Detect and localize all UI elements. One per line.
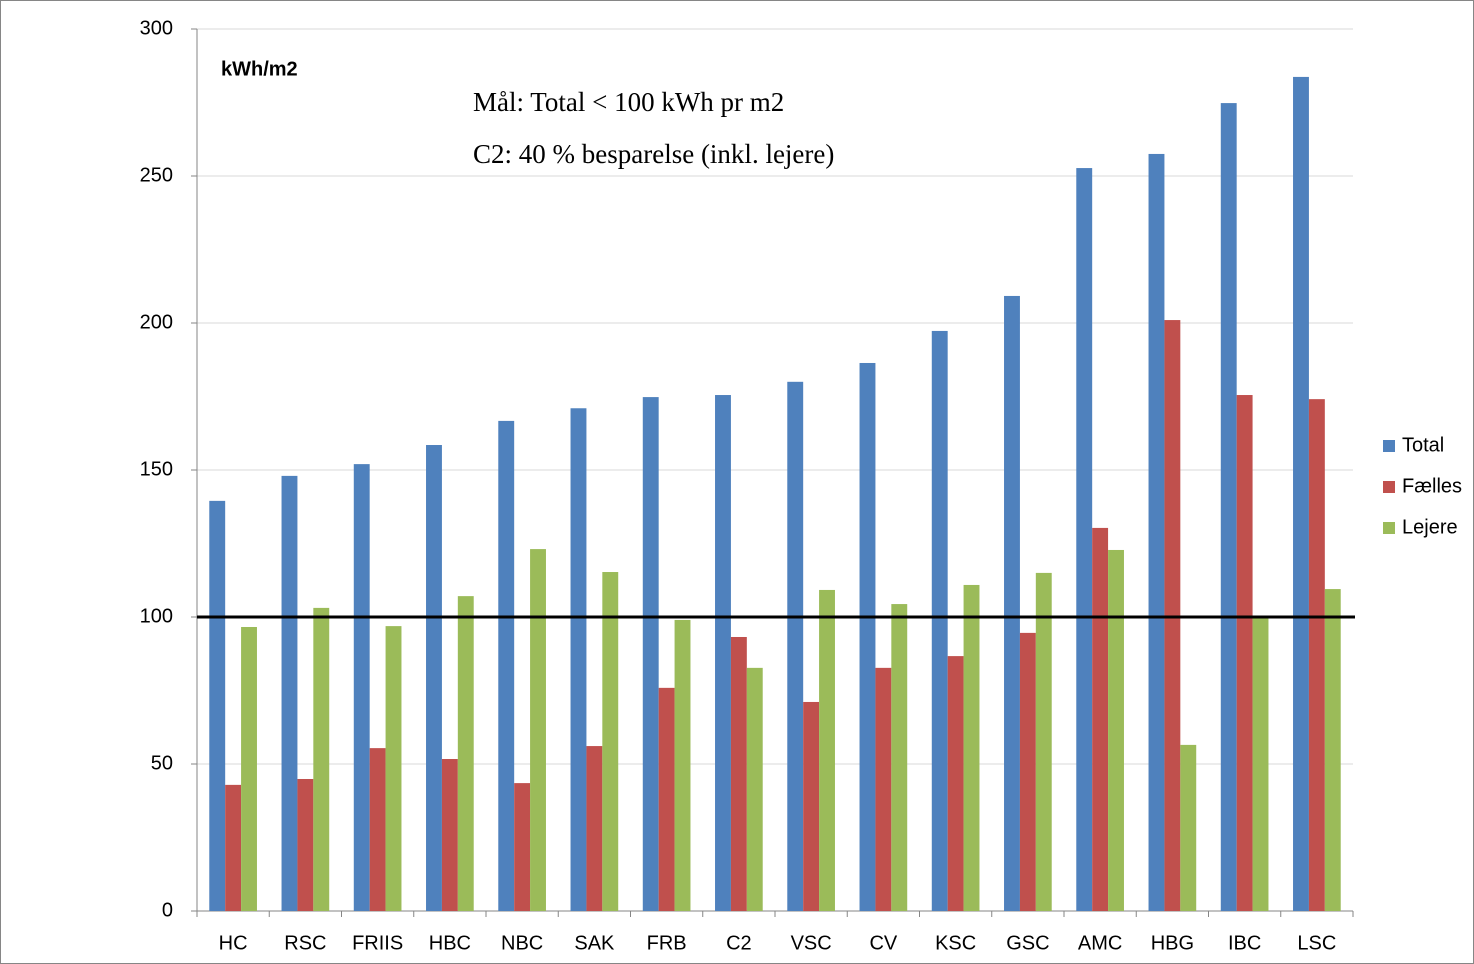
bar	[297, 778, 314, 911]
x-tick-label: CV	[869, 932, 897, 954]
x-tick-label: HC	[219, 932, 248, 954]
annotation: Mål: Total < 100 kWh pr m2	[473, 87, 784, 117]
bar	[514, 783, 531, 911]
bar	[369, 748, 386, 911]
bar	[1220, 103, 1237, 911]
legend-swatch	[1383, 440, 1395, 452]
bar	[931, 330, 948, 911]
y-tick-label: 100	[140, 605, 173, 627]
bar	[803, 701, 820, 911]
bar	[715, 395, 731, 911]
bar	[859, 362, 876, 911]
bar	[1293, 76, 1309, 911]
x-tick-label: AMC	[1078, 932, 1122, 954]
bar	[1180, 744, 1197, 911]
bar	[1004, 295, 1020, 911]
y-tick-label: 300	[140, 17, 173, 39]
legend-label: Total	[1402, 434, 1444, 456]
y-tick-label: 150	[140, 458, 173, 480]
x-tick-label: LSC	[1297, 932, 1336, 954]
bar	[209, 500, 226, 911]
bar	[313, 607, 330, 911]
x-tick-label: VSC	[791, 932, 832, 954]
bar	[241, 626, 257, 911]
bar	[658, 687, 675, 911]
bar	[353, 464, 370, 911]
bar	[819, 589, 835, 911]
bar	[498, 420, 515, 911]
bar	[426, 445, 442, 911]
bar	[1308, 399, 1325, 911]
legend-label: Fælles	[1402, 475, 1462, 497]
bar	[1108, 549, 1124, 911]
bar	[947, 656, 964, 911]
y-tick-label: 200	[140, 311, 173, 333]
y-tick-label: 0	[162, 899, 173, 921]
bar	[674, 619, 691, 911]
x-tick-label: IBC	[1228, 932, 1261, 954]
y-tick-label: 250	[140, 164, 173, 186]
bar	[1076, 168, 1093, 911]
x-tick-label: HBC	[429, 932, 471, 954]
bar	[385, 626, 402, 911]
bar	[1236, 395, 1253, 911]
bar	[586, 746, 603, 911]
bar	[787, 381, 804, 911]
legend-swatch	[1383, 481, 1395, 493]
bar	[642, 397, 659, 911]
x-tick-label: RSC	[284, 932, 326, 954]
x-tick-label: FRB	[647, 932, 687, 954]
x-tick-label: SAK	[574, 932, 615, 954]
legend-swatch	[1383, 522, 1395, 534]
x-tick-label: KSC	[935, 932, 976, 954]
bar	[891, 604, 908, 911]
bar	[570, 408, 587, 911]
legend-label: Lejere	[1402, 516, 1458, 538]
bar	[281, 475, 298, 911]
x-tick-label: HBG	[1151, 932, 1194, 954]
x-tick-label: C2	[726, 932, 752, 954]
bar	[1019, 632, 1036, 911]
unit-label: kWh/m2	[221, 58, 298, 80]
x-tick-label: FRIIS	[352, 932, 403, 954]
bar	[1092, 527, 1109, 911]
bar	[530, 549, 546, 911]
bar	[602, 572, 619, 911]
y-tick-label: 50	[151, 752, 173, 774]
bar	[1324, 589, 1341, 911]
x-tick-label: GSC	[1006, 932, 1049, 954]
bar	[441, 759, 458, 911]
x-tick-label: NBC	[501, 932, 543, 954]
bar	[875, 667, 892, 911]
bar	[457, 596, 474, 911]
bar	[1148, 153, 1165, 911]
bar	[1252, 617, 1269, 911]
bar	[963, 584, 980, 911]
bar	[1035, 572, 1052, 911]
bar	[746, 667, 763, 911]
bar	[225, 784, 242, 911]
annotation: C2: 40 % besparelse (inkl. lejere)	[473, 139, 834, 169]
bar	[730, 636, 747, 911]
